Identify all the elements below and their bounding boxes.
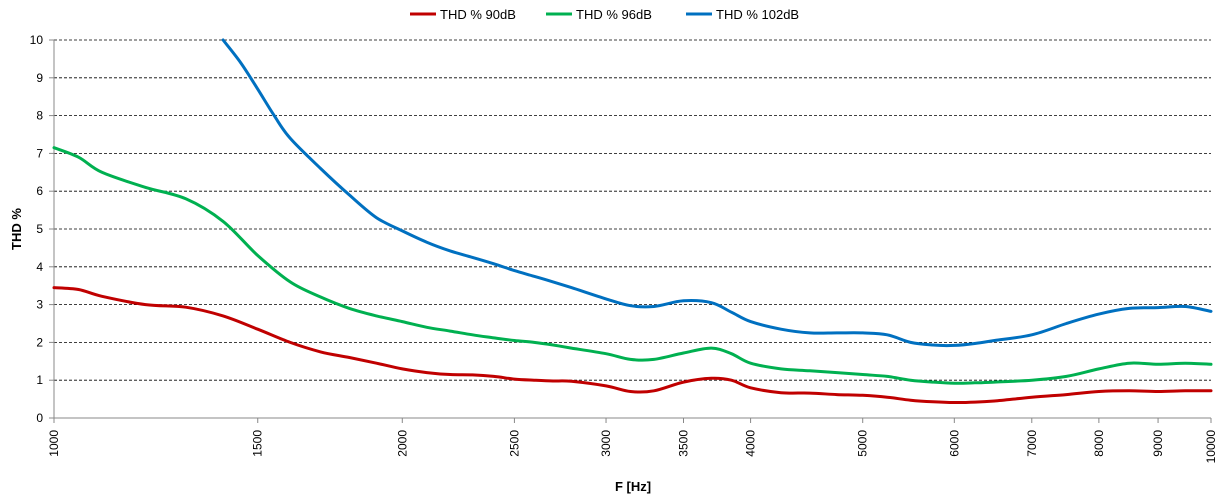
y-tick-label: 1 [36,373,43,387]
series-lines [52,38,1213,405]
y-tick-label: 0 [36,411,43,425]
legend: THD % 90dB THD % 96dB THD % 102dB [410,7,799,22]
x-axis-title: F [Hz] [615,479,651,494]
x-tick-label: 4000 [744,430,758,457]
x-tick-label: 2500 [507,430,521,457]
y-tick-labels: 0 1 2 3 4 5 6 7 8 9 10 [30,33,44,425]
grid-lines [54,39,1211,381]
x-tick-label: 8000 [1092,430,1106,457]
series-line-2 [52,146,1213,385]
x-tick-label: 6000 [947,430,961,457]
y-tick-label: 7 [36,146,43,160]
y-tick-label: 4 [36,260,43,274]
y-axis-title: THD % [9,208,24,250]
y-tick-label: 6 [36,184,43,198]
series-line-3 [221,38,1213,348]
axes [49,39,1212,423]
x-tick-label: 2000 [395,430,409,457]
x-tick-label: 3500 [676,430,690,457]
legend-label: THD % 96dB [576,7,652,22]
y-tick-label: 10 [30,33,44,47]
x-tick-label: 1500 [251,430,265,457]
y-tick-label: 8 [36,109,43,123]
x-tick-label: 9000 [1151,430,1165,457]
y-tick-label: 9 [36,71,43,85]
series-line-1 [52,286,1213,405]
x-tick-labels: 1000 1500 2000 2500 3000 3500 4000 5000 6000 7000… [47,430,1218,464]
x-tick-label: 10000 [1204,430,1218,464]
y-tick-label: 5 [36,222,43,236]
y-tick-label: 2 [36,335,43,349]
legend-label: THD % 102dB [716,7,799,22]
x-tick-label: 3000 [599,430,613,457]
x-tick-label: 7000 [1025,430,1039,457]
legend-label: THD % 90dB [440,7,516,22]
x-tick-label: 5000 [856,430,870,457]
y-tick-label: 3 [36,298,43,312]
x-tick-label: 1000 [47,430,61,457]
